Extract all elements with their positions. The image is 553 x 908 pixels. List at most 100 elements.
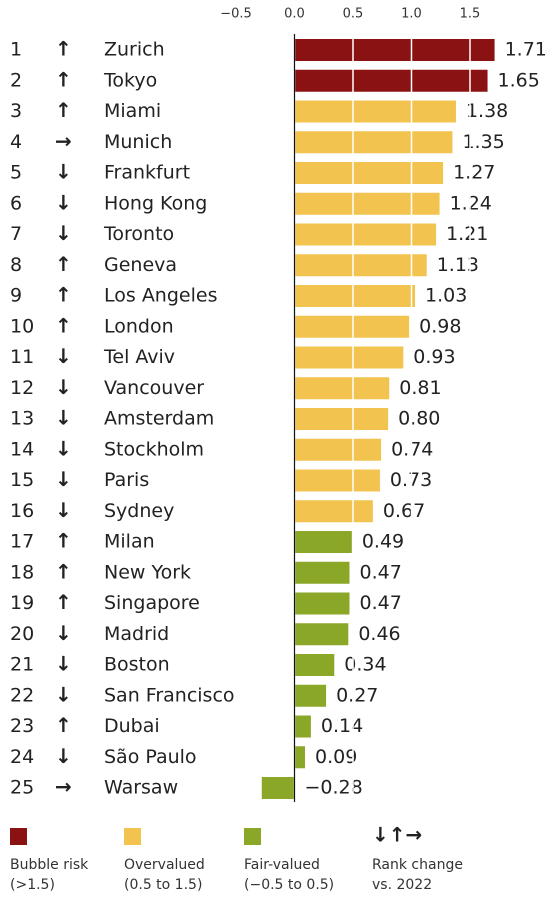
- city-label: Munich: [104, 131, 172, 153]
- rank: 16: [10, 500, 34, 522]
- value-label: 0.81: [399, 377, 441, 399]
- value-label: 0.46: [358, 623, 400, 645]
- x-tick-label: −0.5: [220, 7, 252, 22]
- city-label: New York: [104, 561, 191, 583]
- value-label: 0.27: [336, 684, 378, 706]
- bar: [294, 561, 350, 584]
- bar: [294, 162, 444, 184]
- rank-change: ↑: [55, 283, 72, 307]
- rank: 15: [10, 469, 34, 491]
- city-label: Madrid: [104, 623, 169, 645]
- value-label: 1.35: [462, 131, 504, 153]
- rank: 6: [10, 192, 22, 214]
- rank-change: ↑: [55, 67, 72, 91]
- rank-change: ↓: [55, 221, 72, 245]
- city-label: Vancouver: [104, 377, 204, 399]
- rank: 4: [10, 131, 22, 153]
- value-label: 1.71: [505, 39, 547, 61]
- rank-change: →: [55, 129, 72, 153]
- rank: 23: [10, 715, 34, 737]
- bar: [294, 315, 410, 338]
- rank-change: ↓: [55, 652, 72, 676]
- rank: 8: [10, 254, 22, 276]
- rank-change: ↓: [55, 190, 72, 214]
- bar: [294, 531, 352, 553]
- bar: [294, 39, 495, 61]
- rank: 10: [10, 315, 34, 337]
- city-label: Frankfurt: [104, 162, 190, 184]
- legend-note: (>1.5): [10, 877, 55, 893]
- rank-change: ↓: [55, 744, 72, 768]
- bar: [294, 684, 327, 707]
- rank-change: ↓: [55, 436, 72, 460]
- value-label: 1.65: [498, 69, 540, 91]
- value-label: 0.34: [344, 654, 386, 676]
- bar: [294, 500, 373, 523]
- bar: [294, 654, 335, 676]
- rank-change: ↑: [55, 590, 72, 614]
- value-label: 0.49: [362, 531, 404, 553]
- value-label: 0.80: [398, 408, 440, 430]
- rank-legend-label: Rank change: [372, 857, 463, 873]
- city-label: Sydney: [104, 500, 174, 522]
- legend-note: (−0.5 to 0.5): [244, 877, 334, 893]
- bar: [294, 254, 427, 277]
- rank: 19: [10, 592, 34, 614]
- value-label: 0.98: [419, 315, 461, 337]
- rank: 14: [10, 438, 34, 460]
- bar: [294, 377, 390, 400]
- legend-note: (0.5 to 1.5): [124, 877, 202, 893]
- rank: 13: [10, 408, 34, 430]
- rank-legend-symbols: ↓↑→: [372, 823, 422, 847]
- rank: 22: [10, 684, 34, 706]
- city-label: Stockholm: [104, 438, 204, 460]
- bar: [294, 438, 382, 461]
- bar: [294, 192, 440, 215]
- city-label: Dubai: [104, 715, 160, 737]
- x-tick-label: 1.5: [460, 7, 481, 22]
- rank: 18: [10, 561, 34, 583]
- bar: [294, 469, 380, 492]
- value-label: 0.67: [383, 500, 425, 522]
- bar: [294, 346, 404, 369]
- bar: [261, 777, 295, 799]
- rank-change: →: [55, 775, 72, 799]
- rank: 11: [10, 346, 34, 368]
- rank-change: ↓: [55, 160, 72, 184]
- bar: [294, 715, 311, 738]
- city-label: Miami: [104, 100, 161, 122]
- value-label: 0.47: [359, 592, 401, 614]
- rank-change: ↑: [55, 252, 72, 276]
- value-label: 0.93: [413, 346, 455, 368]
- rank: 9: [10, 285, 22, 307]
- city-label: Boston: [104, 654, 170, 676]
- city-label: Milan: [104, 531, 155, 553]
- legend-label: Overvalued: [124, 857, 205, 873]
- legend-label: Fair-valued: [244, 857, 320, 873]
- city-label: Warsaw: [104, 777, 178, 799]
- city-label: San Francisco: [104, 684, 235, 706]
- rank-change: ↑: [55, 559, 72, 583]
- bar: [294, 131, 453, 154]
- rank: 20: [10, 623, 34, 645]
- rank: 3: [10, 100, 22, 122]
- legend-swatch: [10, 828, 27, 845]
- x-tick-label: 0.0: [284, 7, 305, 22]
- rank: 7: [10, 223, 22, 245]
- rank: 24: [10, 746, 34, 768]
- value-label: 1.13: [437, 254, 479, 276]
- value-label: 1.03: [425, 285, 467, 307]
- city-label: Zurich: [104, 39, 165, 61]
- bar: [294, 592, 350, 615]
- city-label: Hong Kong: [104, 192, 207, 214]
- city-label: São Paulo: [104, 746, 197, 768]
- bar: [294, 100, 456, 123]
- legend-swatch: [124, 828, 141, 845]
- value-label: −0.28: [305, 777, 363, 799]
- bar: [294, 408, 389, 430]
- rank-change: ↓: [55, 498, 72, 522]
- bar: [294, 623, 349, 646]
- x-tick-label: 1.0: [401, 7, 422, 22]
